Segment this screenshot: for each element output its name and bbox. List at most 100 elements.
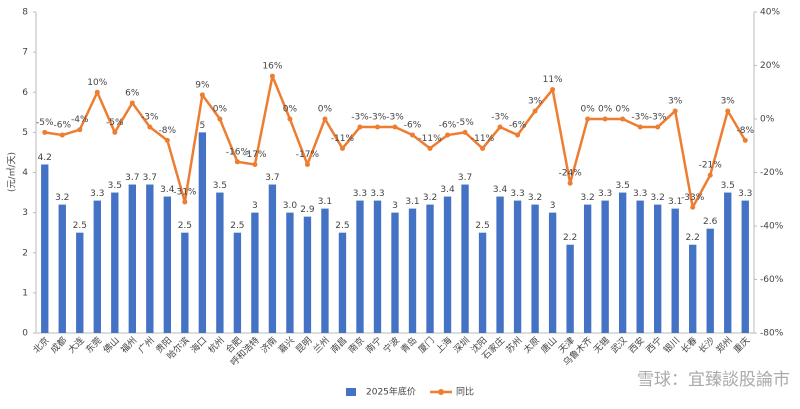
bar-value-label: 3.4 — [493, 185, 508, 195]
line-point — [532, 108, 538, 114]
bar-value-label: 3.3 — [370, 189, 384, 199]
bar — [618, 192, 627, 333]
bar — [146, 184, 154, 333]
line-point — [707, 172, 713, 178]
line-point — [497, 124, 503, 130]
line-point — [322, 116, 328, 122]
line-value-label: 0% — [283, 105, 298, 115]
line-point — [147, 124, 153, 130]
y2-tick-label: -60% — [760, 275, 784, 285]
line-point — [112, 129, 118, 135]
line-value-label: -5% — [106, 118, 124, 128]
x-tick-label: 长沙 — [696, 334, 717, 355]
x-tick-label: 昆明 — [294, 335, 315, 356]
line-point — [410, 132, 416, 138]
bar-value-label: 3 — [550, 201, 556, 211]
legend-label: 同比 — [456, 386, 474, 398]
bar-value-label: 3.2 — [423, 193, 437, 203]
bar-value-label: 3.7 — [125, 173, 139, 183]
legend-label: 2025年底价 — [366, 386, 416, 398]
line-point — [637, 124, 643, 130]
y2-tick-label: 20% — [760, 61, 780, 71]
line-value-label: -8% — [159, 126, 177, 136]
y2-tick-label: 40% — [760, 8, 780, 18]
bar — [93, 200, 101, 333]
line-value-label: 0% — [598, 105, 613, 115]
bar-value-label: 3.7 — [143, 173, 157, 183]
x-tick-label: 大连 — [65, 334, 86, 355]
x-tick-label: 宁波 — [381, 334, 402, 355]
bar — [321, 208, 329, 333]
line-value-label: 3% — [668, 96, 683, 106]
watermark: 雪球：宜臻談股論市 — [637, 370, 790, 390]
bar — [548, 212, 557, 333]
bar-value-label: 3.5 — [721, 181, 735, 191]
bar-value-label: 3.2 — [580, 193, 594, 203]
bar-value-label: 2.2 — [686, 233, 700, 243]
bar-value-label: 2.5 — [335, 221, 349, 231]
line-value-label: -16% — [226, 147, 250, 157]
line-point — [462, 129, 468, 135]
line-value-label: 3% — [528, 96, 543, 106]
bar-value-label: 2.5 — [475, 221, 489, 231]
line-value-label: -5% — [36, 118, 54, 128]
bar-value-label: 3.7 — [458, 173, 472, 183]
bar-value-label: 2.6 — [703, 217, 718, 227]
line-value-label: -6% — [439, 121, 457, 131]
x-tick-label: 南昌 — [328, 334, 349, 355]
x-tick-label: 西宁 — [643, 334, 664, 355]
bar-value-label: 3.1 — [668, 197, 682, 207]
line-point — [672, 108, 678, 114]
bar-value-label: 3.3 — [510, 189, 524, 199]
line-value-label: -21% — [699, 161, 723, 171]
bar — [724, 192, 732, 333]
line-point — [59, 132, 65, 138]
bar-value-label: 3.1 — [318, 197, 332, 207]
x-tick-label: 广州 — [135, 334, 156, 355]
bar — [443, 196, 452, 333]
line-value-label: 0% — [580, 105, 595, 115]
line-point — [515, 132, 521, 138]
bar — [583, 204, 592, 333]
bar — [408, 208, 417, 333]
line-point — [742, 137, 748, 143]
line-point — [287, 116, 293, 122]
y-tick-label: 1 — [22, 288, 28, 298]
bar — [128, 184, 136, 333]
line-point — [304, 161, 310, 167]
line-value-label: -3% — [631, 113, 649, 123]
bar — [303, 216, 312, 333]
y2-tick-label: -20% — [760, 168, 784, 178]
line-value-label: -11% — [471, 134, 495, 144]
x-tick-label: 西安 — [626, 334, 647, 355]
line-value-label: 16% — [262, 62, 282, 72]
bar — [286, 212, 294, 333]
line-value-label: 3% — [721, 96, 736, 106]
line-value-label: -4% — [71, 115, 89, 125]
line-value-label: 0% — [616, 105, 631, 115]
bar-value-label: 3.3 — [353, 189, 367, 199]
bar — [198, 132, 207, 333]
bar-value-label: 2.5 — [178, 221, 192, 231]
line-point — [42, 129, 48, 135]
line-value-label: -6% — [54, 121, 72, 131]
line-point — [94, 89, 100, 95]
x-tick-label: 唐山 — [538, 334, 559, 355]
bar-value-label: 3.1 — [405, 197, 419, 207]
x-tick-label: 佛山 — [100, 334, 121, 355]
line-point — [269, 73, 275, 79]
bar-value-label: 3.5 — [213, 181, 227, 191]
x-tick-label: 杭州 — [206, 334, 227, 355]
line-value-label: -6% — [509, 121, 527, 131]
bar — [478, 232, 487, 333]
y2-tick-label: 0% — [760, 115, 775, 125]
bar — [566, 244, 574, 333]
bar — [111, 192, 119, 333]
line-value-label: -5% — [456, 118, 474, 128]
bar — [654, 204, 662, 333]
line-value-label: -3% — [141, 113, 159, 123]
x-tick-label: 海口 — [188, 334, 209, 355]
line-point — [182, 199, 188, 205]
bar — [233, 232, 242, 333]
